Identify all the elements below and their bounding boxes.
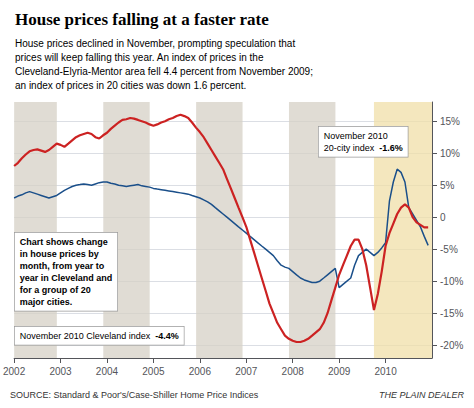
svg-text:-20%: -20%	[440, 340, 463, 351]
svg-text:2006: 2006	[189, 366, 212, 377]
svg-text:2007: 2007	[235, 366, 258, 377]
svg-text:2009: 2009	[328, 366, 351, 377]
svg-text:House prices declined in Novem: House prices declined in November, promp…	[15, 38, 295, 49]
svg-text:2010: 2010	[374, 366, 397, 377]
svg-text:month, from year to: month, from year to	[20, 261, 105, 271]
svg-text:House prices falling at a fast: House prices falling at a faster rate	[15, 10, 269, 29]
svg-text:2003: 2003	[49, 366, 72, 377]
svg-text:for a group of 20: for a group of 20	[20, 285, 91, 295]
svg-text:November 2010 Cleveland index: November 2010 Cleveland index	[20, 331, 156, 341]
svg-text:15%: 15%	[440, 116, 460, 127]
svg-text:-10%: -10%	[440, 276, 463, 287]
svg-text:2005: 2005	[142, 366, 165, 377]
svg-text:in house prices by: in house prices by	[20, 249, 99, 259]
svg-text:Chart shows change: Chart shows change	[20, 237, 108, 247]
svg-text:year in Cleveland and: year in Cleveland and	[20, 273, 113, 283]
svg-text:November 2010: November 2010	[324, 131, 388, 141]
svg-text:5%: 5%	[440, 180, 455, 191]
svg-text:20-city index: 20-city index	[324, 143, 380, 153]
svg-text:Cleveland-Elyria-Mentor area f: Cleveland-Elyria-Mentor area fell 4.4 pe…	[15, 66, 313, 77]
svg-text:0: 0	[440, 212, 446, 223]
svg-text:10%: 10%	[440, 148, 460, 159]
svg-text:-4.4%: -4.4%	[155, 331, 179, 341]
svg-text:-5%: -5%	[440, 244, 458, 255]
svg-text:2004: 2004	[96, 366, 119, 377]
svg-text:prices will keep falling this: prices will keep falling this year. An i…	[15, 52, 264, 63]
svg-text:SOURCE: Standard & Poor's/Case: SOURCE: Standard & Poor's/Case-Shiller H…	[10, 390, 259, 400]
svg-text:an index of prices in 20 citie: an index of prices in 20 cities was down…	[15, 80, 246, 91]
svg-text:major cities.: major cities.	[20, 297, 73, 307]
svg-text:-15%: -15%	[440, 308, 463, 319]
svg-text:2008: 2008	[282, 366, 305, 377]
svg-text:-1.6%: -1.6%	[379, 143, 403, 153]
svg-text:THE PLAIN DEALER: THE PLAIN DEALER	[379, 390, 465, 400]
svg-text:2002: 2002	[3, 366, 26, 377]
